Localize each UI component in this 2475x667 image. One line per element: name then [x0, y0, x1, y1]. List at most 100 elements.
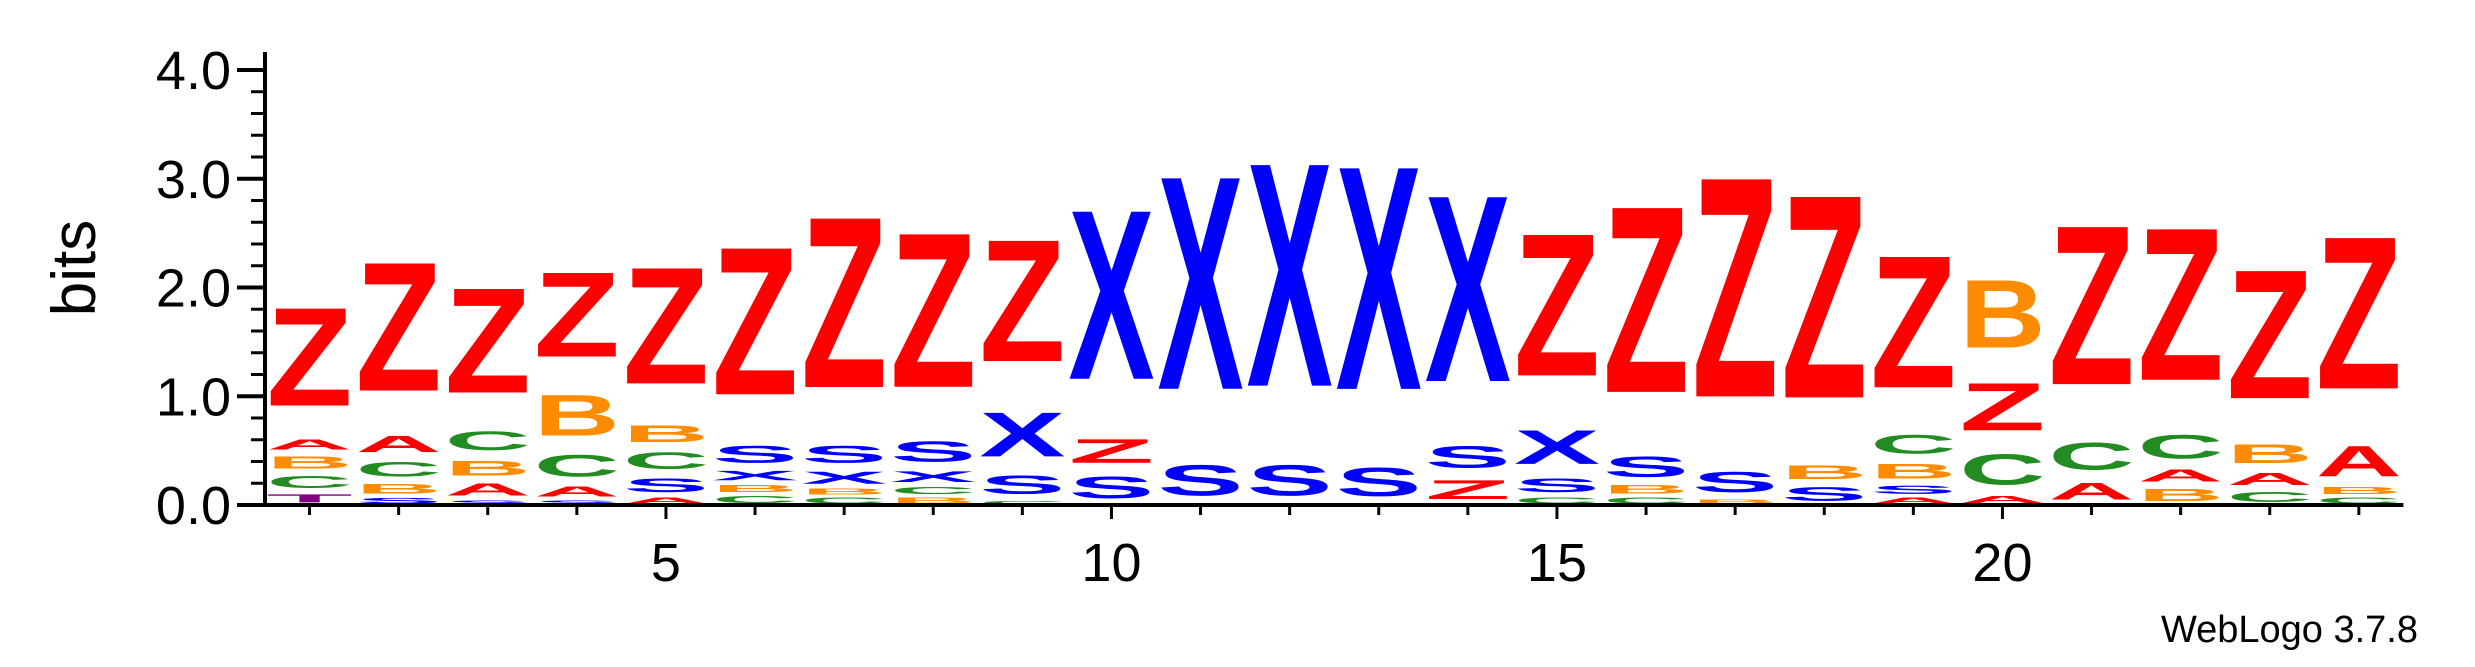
logo-glyph-x: X [979, 399, 1065, 470]
logo-glyph-s: S [1336, 459, 1422, 505]
logo-glyph-s: S [890, 435, 976, 468]
logo-glyph-b: B [890, 496, 976, 505]
x-tick-label: 10 [1081, 533, 1141, 593]
logo-glyph-c: C [2049, 434, 2135, 477]
logo-glyph-c: C [1514, 496, 1600, 505]
credit-label: WebLogo 3.7.8 [2161, 609, 2418, 651]
logo-glyph-z: Z [1603, 152, 1689, 450]
logo-glyph-c: C [1603, 496, 1689, 505]
logo-glyph-c: C [1870, 429, 1956, 459]
logo-glyph-c: C [2316, 496, 2402, 505]
logo-glyph-s: S [1603, 450, 1689, 483]
logo-glyph-t: T [267, 492, 353, 505]
logo-glyph-s: S [1068, 470, 1154, 505]
logo-glyph-b: B [1870, 460, 1956, 484]
logo-glyph-a: A [2049, 478, 2135, 505]
logo-glyph-a: A [356, 431, 442, 457]
logo-glyph-z: Z [445, 256, 531, 424]
logo-glyph-s: S [1781, 483, 1867, 505]
y-axis-title: bits [40, 220, 109, 316]
logo-glyph-z: Z [712, 203, 798, 440]
logo-glyph-b: B [445, 456, 531, 480]
logo-glyph-z: Z [2049, 178, 2135, 433]
logo-glyph-z: Z [534, 247, 620, 383]
logo-glyph-c: C [534, 449, 620, 484]
x-tick-label: 20 [1972, 533, 2032, 593]
logo-glyph-z: Z [2138, 182, 2224, 426]
logo-glyph-b: B [712, 483, 798, 494]
logo-glyph-a: A [1959, 494, 2045, 505]
logo-glyph-b: B [1603, 483, 1689, 496]
logo-glyph-a: A [445, 480, 531, 500]
y-tick-label: 2.0 [156, 259, 231, 319]
logo-glyph-x: X [1247, 96, 1333, 454]
logo-glyph-a: A [2227, 469, 2313, 489]
logo-glyph-a: A [2316, 437, 2402, 486]
logo-glyph-c: C [267, 472, 353, 492]
logo-glyph-c: C [445, 426, 531, 456]
logo-glyph-s: S [356, 496, 442, 505]
logo-glyph-c: C [712, 494, 798, 505]
logo-glyph-z: Z [1692, 111, 1778, 464]
x-tick-label: 15 [1527, 533, 1587, 593]
logo-glyph-c: C [356, 457, 442, 481]
logo-glyph-s: S [445, 500, 531, 505]
logo-glyph-z: Z [1068, 432, 1154, 470]
logo-glyph-z: Z [1781, 135, 1867, 460]
logo-glyph-s: S [1247, 456, 1333, 505]
logo-glyph-z: Z [267, 279, 353, 436]
logo-glyph-x: X [801, 468, 887, 487]
x-tick-label: 5 [651, 533, 681, 593]
logo-glyph-b: B [1692, 498, 1778, 504]
logo-glyph-x: X [712, 468, 798, 483]
logo-glyph-s: S [801, 441, 887, 468]
y-tick-label: 0.0 [156, 476, 231, 536]
logo-glyph-c: C [1959, 446, 2045, 495]
logo-glyph-x: X [890, 468, 976, 485]
glyph-layer: TCBAZSBCAZSABCZSACBZASCBZCBXSZCBXSZBCXSZ… [267, 96, 2402, 505]
logo-glyph-z: Z [1425, 475, 1511, 505]
logo-glyph-s: S [534, 500, 620, 505]
logo-glyph-s: S [979, 470, 1065, 499]
logo-glyph-x: X [1158, 113, 1244, 454]
y-tick-label: 3.0 [156, 150, 231, 210]
logo-glyph-z: Z [2227, 231, 2313, 438]
y-tick-label: 1.0 [156, 367, 231, 427]
logo-glyph-z: Z [623, 232, 709, 419]
logo-glyph-s: S [1692, 466, 1778, 499]
logo-glyph-z: Z [979, 202, 1065, 398]
logo-glyph-z: Z [890, 187, 976, 434]
logo-glyph-s: S [1870, 483, 1956, 496]
logo-glyph-b: B [623, 420, 709, 447]
logo-glyph-x: X [1425, 140, 1511, 438]
logo-glyph-c: C [2138, 428, 2224, 466]
logo-glyph-s: S [712, 441, 798, 468]
logo-glyph-b: B [1959, 261, 2045, 369]
logo-glyph-a: A [623, 496, 709, 505]
logo-glyph-z: Z [356, 223, 442, 430]
logo-glyph-c: C [890, 485, 976, 496]
logo-glyph-a: A [267, 436, 353, 452]
logo-glyph-z: Z [801, 166, 887, 439]
logo-glyph-s: S [1514, 475, 1600, 497]
logo-glyph-b: B [356, 481, 442, 496]
logo-glyph-b: B [267, 453, 353, 473]
logo-glyph-z: Z [1514, 191, 1600, 419]
axis-layer: 0.0 1.0 2.0 3.0 4.0 5 10 15 20 [156, 41, 2404, 593]
logo-glyph-b: B [2227, 439, 2313, 469]
logo-glyph-c: C [623, 447, 709, 474]
logo-glyph-b: B [2316, 485, 2402, 496]
logo-glyph-s: S [1158, 456, 1244, 505]
logo-glyph-a: A [2138, 466, 2224, 486]
logo-glyph-s: S [623, 475, 709, 497]
logo-glyph-c: C [979, 500, 1065, 505]
logo-glyph-a: A [1870, 496, 1956, 505]
logo-glyph-s: S [1425, 440, 1511, 475]
logo-glyph-c: C [2227, 489, 2313, 505]
logo-glyph-x: X [1514, 420, 1600, 474]
logo-glyph-c: C [801, 496, 887, 505]
logo-glyph-a: A [534, 483, 620, 499]
logo-glyph-z: Z [1959, 369, 2045, 445]
